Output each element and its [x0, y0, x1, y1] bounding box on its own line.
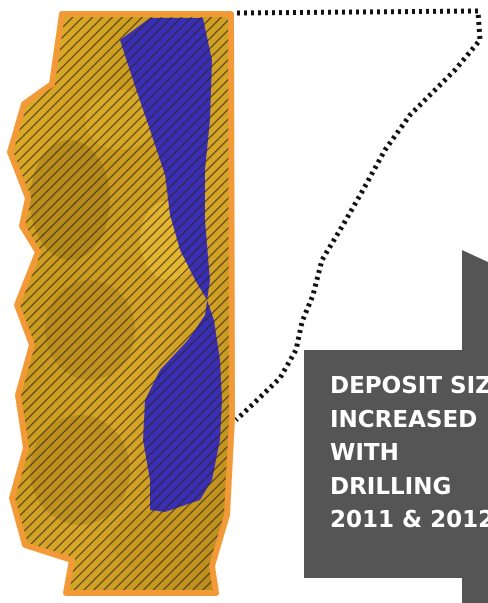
- callout-arrow: [462, 250, 488, 350]
- ore-zone: [7, 11, 235, 596]
- ore-zone-boundary: [7, 11, 235, 596]
- callout-arrow-tail: [462, 578, 488, 603]
- callout-text: DEPOSIT SIZE INCREASED WITH DRILLING 201…: [330, 370, 488, 538]
- callout-line-5: 2011 & 2012: [330, 507, 488, 533]
- callout-line-1: DEPOSIT SIZE: [330, 373, 488, 399]
- callout-line-4: DRILLING: [330, 473, 452, 500]
- callout-line-3: WITH: [330, 440, 399, 466]
- callout-box: DEPOSIT SIZE INCREASED WITH DRILLING 201…: [304, 350, 488, 578]
- callout-line-2: INCREASED: [330, 406, 478, 433]
